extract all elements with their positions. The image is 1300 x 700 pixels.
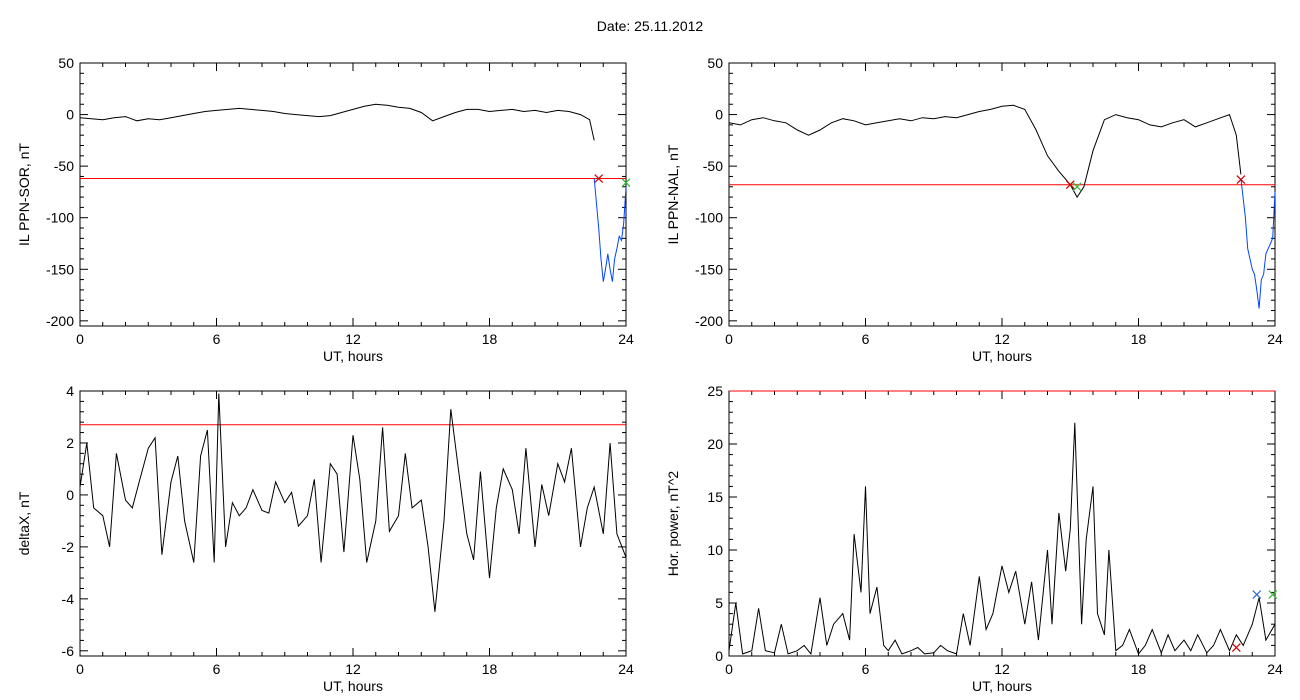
- y-tick-label: -100: [695, 210, 723, 226]
- event-marker-stroke: [1231, 643, 1241, 652]
- event-marker: [621, 178, 631, 188]
- x-tick-label: 24: [1267, 331, 1283, 347]
- y-tick-label: -2: [62, 539, 75, 555]
- y-tick-label: 25: [707, 383, 723, 399]
- event-marker-stroke: [621, 178, 631, 188]
- y-tick-label: 50: [58, 55, 74, 71]
- y-tick-label: 2: [66, 435, 74, 451]
- x-tick-label: 12: [345, 331, 361, 347]
- plot-frame: [79, 62, 627, 327]
- event-marker: [1268, 590, 1278, 599]
- y-tick-label: 50: [707, 55, 723, 71]
- y-axis-label: Hor. power, nT^2: [665, 471, 681, 577]
- x-tick-label: 6: [862, 661, 870, 677]
- x-tick-label: 18: [482, 331, 498, 347]
- series-line: [79, 393, 627, 612]
- plot-frame: [79, 390, 627, 657]
- y-tick-label: -50: [54, 158, 74, 174]
- y-tick-label: 4: [66, 383, 74, 399]
- y-tick-label: 0: [66, 487, 74, 503]
- y-tick-label: 10: [707, 542, 723, 558]
- y-tick-label: 0: [66, 107, 74, 123]
- y-tick-label: -200: [695, 313, 723, 329]
- event-marker-stroke: [594, 174, 604, 183]
- event-marker-stroke: [1065, 180, 1075, 190]
- x-tick-label: 18: [482, 661, 498, 677]
- x-tick-label: 0: [76, 661, 84, 677]
- y-axis-label: deltaX, nT: [16, 491, 32, 555]
- event-marker: [1236, 175, 1246, 184]
- event-series-line: [593, 178, 627, 282]
- figure-title: Date: 25.11.2012: [596, 18, 704, 34]
- x-tick-label: 6: [862, 331, 870, 347]
- x-axis-label: UT, hours: [972, 678, 1032, 694]
- x-tick-label: 12: [345, 661, 361, 677]
- event-marker-stroke: [1072, 182, 1082, 192]
- x-tick-label: 18: [1131, 331, 1147, 347]
- plot-frame: [728, 62, 1276, 327]
- x-tick-label: 0: [76, 331, 84, 347]
- x-tick-label: 24: [618, 331, 634, 347]
- x-tick-label: 0: [725, 331, 733, 347]
- y-tick-label: 5: [715, 595, 723, 611]
- event-marker: [1065, 180, 1075, 190]
- y-axis-label: IL PPN-SOR, nT: [16, 143, 32, 246]
- x-tick-label: 24: [618, 661, 634, 677]
- x-tick-label: 6: [213, 331, 221, 347]
- event-marker: [594, 174, 604, 183]
- chart-panel-il-ppn-nal: 0 6 12 18 24 50 0 -50 -100 -150 -200 UT, hours IL PP…: [665, 55, 1283, 364]
- event-marker: [1072, 182, 1082, 192]
- x-tick-label: 6: [213, 661, 221, 677]
- series-line: [728, 422, 1276, 656]
- event-marker-stroke: [1236, 175, 1246, 184]
- event-series-line: [1240, 178, 1276, 309]
- event-marker-stroke: [1252, 590, 1262, 599]
- event-marker: [1231, 643, 1241, 652]
- y-tick-label: -150: [695, 261, 723, 277]
- x-tick-label: 0: [725, 661, 733, 677]
- chart-panel-hor-power: 0 6 12 18 24 25 20 15 10 5 0 UT, hours Hor. power, n…: [665, 383, 1283, 694]
- y-axis-label: IL PPN-NAL, nT: [665, 144, 681, 244]
- x-tick-label: 12: [994, 331, 1010, 347]
- event-marker: [1252, 590, 1262, 599]
- x-axis-label: UT, hours: [323, 348, 383, 364]
- event-marker-stroke: [1268, 590, 1278, 599]
- y-tick-label: 15: [707, 489, 723, 505]
- x-axis-label: UT, hours: [972, 348, 1032, 364]
- y-tick-label: -100: [46, 210, 74, 226]
- y-tick-label: -4: [62, 591, 75, 607]
- y-tick-label: -6: [62, 643, 75, 659]
- y-tick-label: 0: [715, 648, 723, 664]
- y-tick-label: -50: [703, 158, 723, 174]
- x-tick-label: 12: [994, 661, 1010, 677]
- y-tick-label: 0: [715, 107, 723, 123]
- chart-panel-deltax: 0 6 12 18 24 4 2 0 -2 -4 -6 UT, hours deltaX, nT: [16, 383, 634, 694]
- plot-frame: [728, 390, 1276, 657]
- y-tick-label: -200: [46, 313, 74, 329]
- y-tick-label: -150: [46, 261, 74, 277]
- x-axis-label: UT, hours: [323, 678, 383, 694]
- x-tick-label: 18: [1131, 661, 1147, 677]
- x-tick-label: 24: [1267, 661, 1283, 677]
- series-line: [728, 104, 1242, 199]
- series-line: [79, 103, 595, 141]
- chart-panel-il-ppn-sor: 0 6 12 18 24 50 0 -50 -100 -150 -200 UT, hours IL PP…: [16, 55, 634, 364]
- y-tick-label: 20: [707, 436, 723, 452]
